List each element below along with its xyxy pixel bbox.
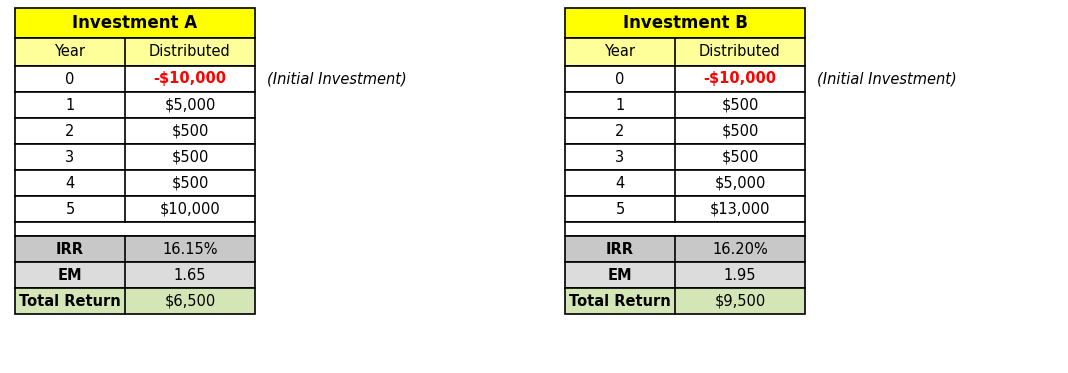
Text: Investment B: Investment B	[623, 14, 748, 32]
Text: $500: $500	[721, 150, 758, 164]
Bar	[565, 66, 805, 92]
Text: 16.20%: 16.20%	[712, 241, 768, 257]
Bar	[565, 222, 805, 236]
Text: 1: 1	[65, 97, 75, 113]
Bar	[15, 66, 255, 92]
Text: $10,000: $10,000	[159, 201, 220, 216]
Text: 1.65: 1.65	[174, 267, 206, 282]
Text: 0: 0	[615, 72, 625, 87]
Bar	[15, 170, 255, 196]
Text: EM: EM	[58, 267, 82, 282]
Text: (Initial Investment): (Initial Investment)	[817, 72, 957, 87]
Text: (Initial Investment): (Initial Investment)	[267, 72, 407, 87]
Bar	[15, 236, 255, 262]
Text: Total Return: Total Return	[19, 294, 121, 308]
Text: $500: $500	[171, 150, 208, 164]
Bar	[565, 92, 805, 118]
Bar	[15, 144, 255, 170]
Bar	[565, 144, 805, 170]
Bar	[565, 262, 805, 288]
Text: $5,000: $5,000	[714, 176, 766, 191]
Text: 16.15%: 16.15%	[162, 241, 218, 257]
Bar	[15, 196, 255, 222]
Bar	[15, 222, 255, 236]
Bar	[565, 170, 805, 196]
Bar	[15, 92, 255, 118]
Text: 3: 3	[65, 150, 75, 164]
Text: $6,500: $6,500	[164, 294, 216, 308]
Text: $13,000: $13,000	[710, 201, 770, 216]
Text: Year: Year	[54, 44, 85, 60]
Bar	[565, 118, 805, 144]
Text: $5,000: $5,000	[164, 97, 216, 113]
Bar	[15, 118, 255, 144]
Bar	[15, 8, 255, 38]
Text: 4: 4	[65, 176, 75, 191]
Bar	[565, 196, 805, 222]
Bar	[565, 38, 805, 66]
Text: EM: EM	[608, 267, 632, 282]
Text: $500: $500	[721, 97, 758, 113]
Text: 3: 3	[615, 150, 625, 164]
Text: 4: 4	[615, 176, 625, 191]
Text: 5: 5	[615, 201, 625, 216]
Text: 0: 0	[65, 72, 75, 87]
Bar	[15, 262, 255, 288]
Bar	[15, 38, 255, 66]
Bar	[565, 8, 805, 38]
Text: Distributed: Distributed	[700, 44, 781, 60]
Text: IRR: IRR	[56, 241, 84, 257]
Text: Investment A: Investment A	[73, 14, 198, 32]
Text: -$10,000: -$10,000	[704, 72, 776, 87]
Bar	[15, 288, 255, 314]
Text: IRR: IRR	[606, 241, 634, 257]
Text: 2: 2	[65, 123, 75, 138]
Text: Year: Year	[604, 44, 635, 60]
Text: 1: 1	[615, 97, 625, 113]
Text: $9,500: $9,500	[714, 294, 766, 308]
Text: Total Return: Total Return	[569, 294, 671, 308]
Text: -$10,000: -$10,000	[154, 72, 226, 87]
Text: $500: $500	[171, 176, 208, 191]
Text: 2: 2	[615, 123, 625, 138]
Bar	[565, 288, 805, 314]
Text: Distributed: Distributed	[150, 44, 231, 60]
Text: 1.95: 1.95	[724, 267, 756, 282]
Bar	[565, 236, 805, 262]
Text: $500: $500	[171, 123, 208, 138]
Text: 5: 5	[65, 201, 75, 216]
Text: $500: $500	[721, 123, 758, 138]
